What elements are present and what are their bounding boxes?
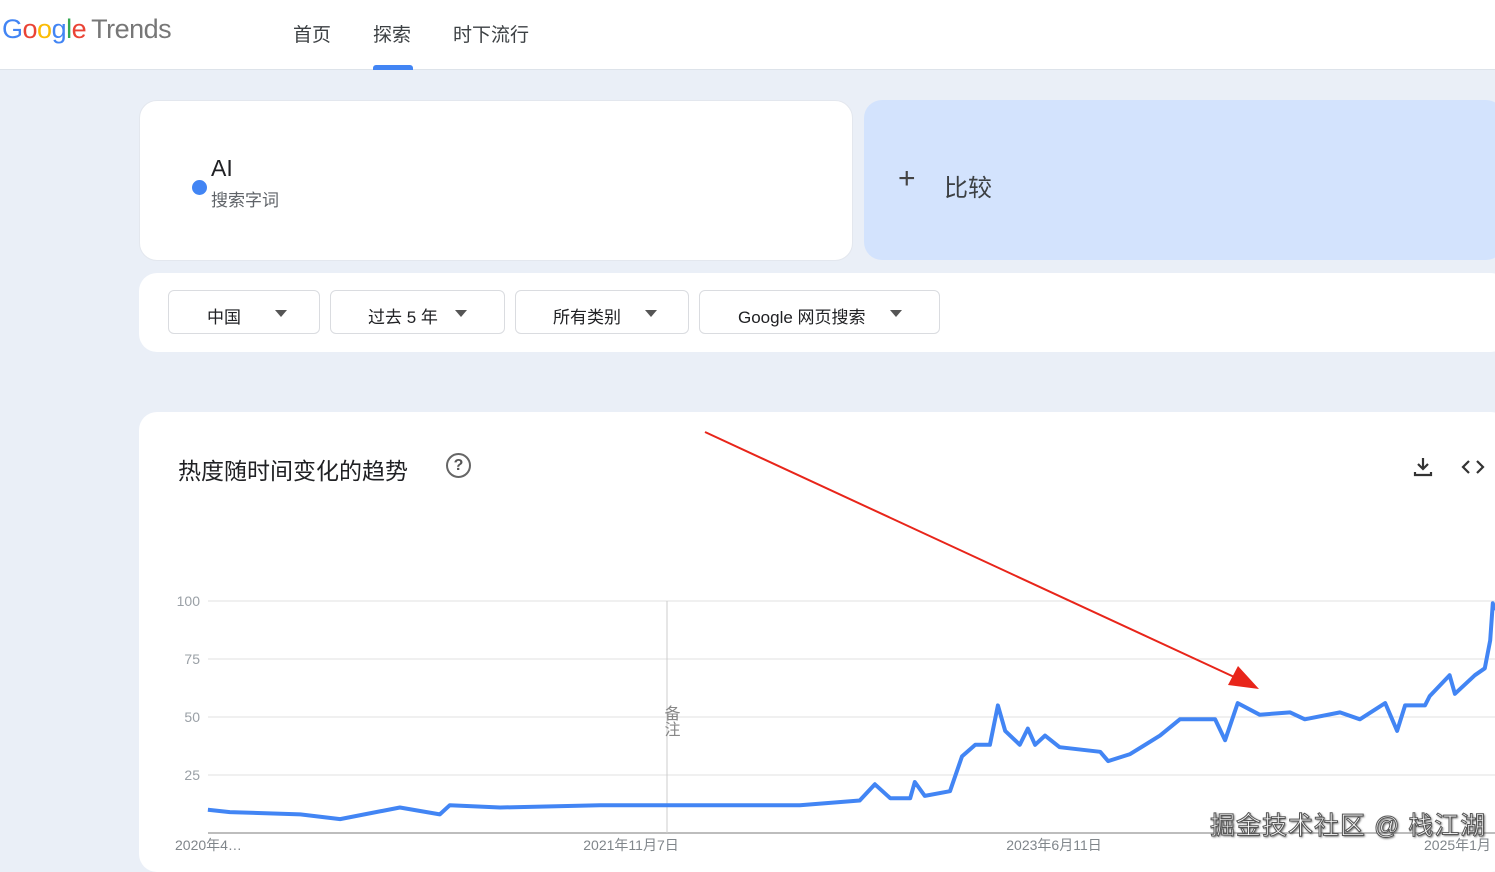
active-tab-indicator — [373, 65, 413, 70]
arrow-head — [1228, 666, 1259, 689]
search-type-dropdown[interactable]: Google 网页搜索 — [699, 290, 940, 334]
nav-explore[interactable]: 探索 — [373, 25, 412, 46]
category-dropdown[interactable]: 所有类别 — [515, 290, 689, 334]
time-range-label: 过去 5 年 — [368, 308, 438, 327]
logo-google: Google — [2, 14, 87, 44]
plus-icon: + — [898, 162, 916, 195]
search-term-type: 搜索字词 — [211, 191, 279, 210]
annotation-label: 备注 — [662, 705, 681, 737]
caret-down-icon — [890, 310, 902, 317]
annotation-arrow — [704, 431, 1246, 683]
help-circle-icon[interactable]: ? — [446, 453, 471, 478]
category-label: 所有类别 — [553, 308, 621, 327]
time-range-dropdown[interactable]: 过去 5 年 — [330, 290, 505, 334]
watermark: 掘金技术社区 @ 栈江湖 — [1209, 812, 1487, 841]
search-type-label: Google 网页搜索 — [738, 308, 866, 327]
x-tick-label: 2023年6月11日 — [1006, 837, 1101, 853]
search-term-card[interactable] — [139, 100, 853, 261]
download-icon[interactable] — [1411, 455, 1435, 485]
caret-down-icon — [455, 310, 467, 317]
compare-button[interactable]: + 比较 — [864, 100, 1495, 260]
x-tick-label: 2021年11月7日 — [583, 837, 678, 853]
caret-down-icon — [645, 310, 657, 317]
y-tick-label: 50 — [184, 709, 200, 725]
nav-home[interactable]: 首页 — [293, 25, 332, 46]
logo-trends: Trends — [91, 14, 172, 44]
search-term[interactable]: AI — [211, 155, 233, 181]
chart-title: 热度随时间变化的趋势 — [178, 458, 408, 484]
x-tick-label: 2025年1月 — [1424, 837, 1491, 853]
compare-label: 比较 — [944, 175, 992, 202]
interest-over-time-card — [139, 412, 1495, 872]
region-dropdown[interactable]: 中国 — [168, 290, 320, 334]
y-tick-label: 100 — [177, 593, 201, 609]
y-tick-label: 25 — [184, 767, 200, 783]
region-label: 中国 — [207, 308, 241, 327]
top-bar: Google Trends 首页 探索 时下流行 — [0, 0, 1495, 70]
code-icon[interactable] — [1460, 455, 1486, 485]
y-tick-label: 75 — [184, 651, 200, 667]
google-trends-logo[interactable]: Google Trends — [2, 14, 172, 45]
term-color-dot — [192, 180, 207, 195]
series-line — [207, 601, 1495, 822]
caret-down-icon — [275, 310, 287, 317]
x-tick-label: 2020年4… — [175, 837, 242, 853]
nav-trending[interactable]: 时下流行 — [453, 25, 530, 46]
